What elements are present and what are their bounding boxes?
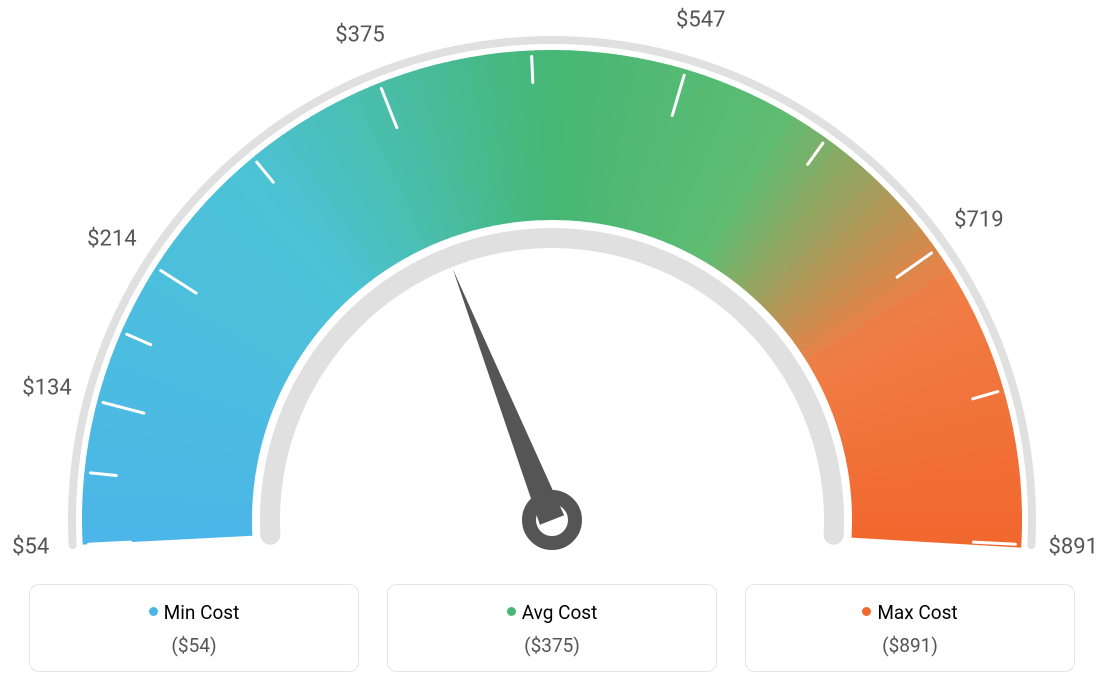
gauge-tick-label: $214 bbox=[87, 227, 136, 252]
gauge-tick-label: $891 bbox=[1049, 535, 1098, 560]
legend-label: Avg Cost bbox=[522, 601, 598, 624]
legend-value-avg: ($375) bbox=[398, 634, 706, 657]
legend-title-min: Min Cost bbox=[40, 601, 348, 624]
gauge-tick-label: $54 bbox=[12, 535, 49, 560]
dot-icon bbox=[507, 607, 516, 616]
gauge-tick-label: $719 bbox=[954, 207, 1003, 232]
legend-value-min: ($54) bbox=[40, 634, 348, 657]
gauge-tick-label: $375 bbox=[335, 22, 384, 47]
legend-label: Max Cost bbox=[877, 601, 957, 624]
legend-value-max: ($891) bbox=[756, 634, 1064, 657]
legend-card-min: Min Cost ($54) bbox=[29, 584, 359, 672]
legend-title-max: Max Cost bbox=[756, 601, 1064, 624]
legend-title-avg: Avg Cost bbox=[398, 601, 706, 624]
cost-gauge: $54$134$214$375$547$719$891 bbox=[22, 0, 1082, 560]
legend-label: Min Cost bbox=[164, 601, 240, 624]
dot-icon bbox=[149, 607, 158, 616]
legend-card-avg: Avg Cost ($375) bbox=[387, 584, 717, 672]
gauge-tick-label: $547 bbox=[676, 7, 725, 32]
gauge-svg bbox=[22, 0, 1082, 560]
dot-icon bbox=[862, 607, 871, 616]
legend-card-max: Max Cost ($891) bbox=[745, 584, 1075, 672]
legend-row: Min Cost ($54) Avg Cost ($375) Max Cost … bbox=[0, 584, 1104, 672]
gauge-tick-label: $134 bbox=[22, 375, 71, 400]
